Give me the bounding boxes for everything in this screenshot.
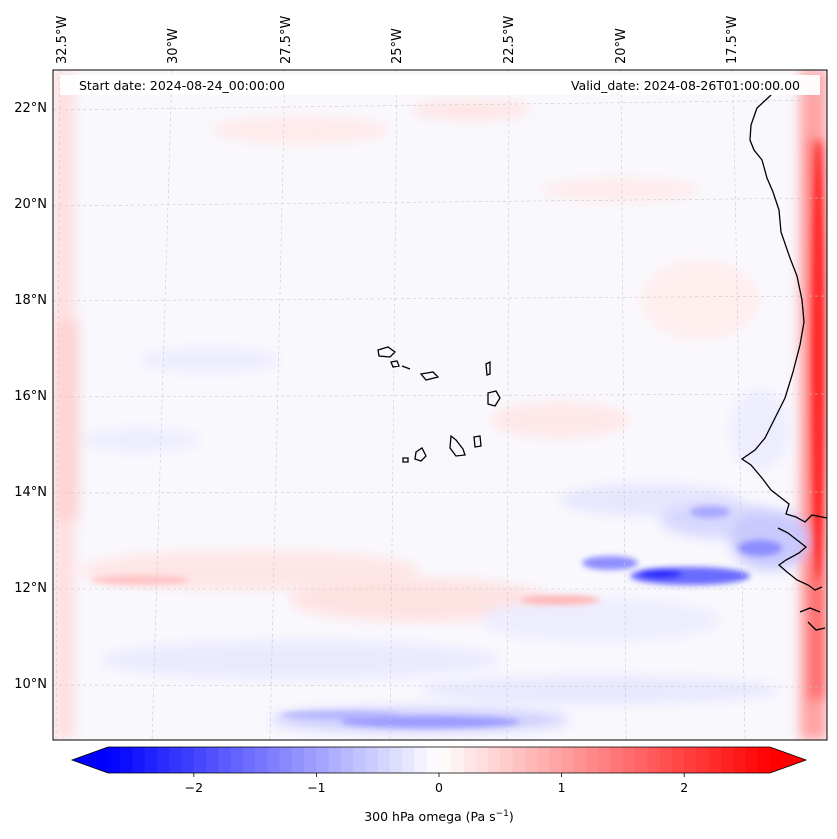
latitude-labels: 22°N 20°N 18°N 16°N 14°N 12°N 10°N <box>14 101 47 692</box>
lon-label: 30°W <box>166 28 181 64</box>
lon-label: 22.5°W <box>502 16 517 64</box>
colorbar-segment <box>255 747 268 773</box>
colorbar-segment <box>414 747 428 773</box>
lat-label: 14°N <box>14 485 47 500</box>
colorbar-segment <box>561 747 575 773</box>
colorbar-segment <box>500 747 514 773</box>
colorbar-segment <box>598 747 612 773</box>
colorbar-segment <box>671 747 685 773</box>
gridlines <box>53 70 827 740</box>
colorbar-segment <box>402 747 416 773</box>
colorbar-extend-min <box>72 747 108 773</box>
colorbar-segment <box>635 747 649 773</box>
colorbar-segment <box>132 747 146 773</box>
valid-date-label: Valid_date: 2024-08-26T01:00:00.00 <box>571 78 800 93</box>
colorbar-segment <box>365 747 379 773</box>
lat-label: 16°N <box>14 389 47 404</box>
colorbar-segment <box>451 747 465 773</box>
colorbar-segment <box>169 747 183 773</box>
lon-label: 25°W <box>390 28 405 64</box>
colorbar-ticks: −2 −1 0 1 2 <box>185 773 688 795</box>
colorbar-segment <box>463 747 477 773</box>
colorbar-segment <box>242 747 256 773</box>
longitude-labels: 32.5°W 30°W 27.5°W 25°W 22.5°W 20°W 17.5… <box>55 16 740 64</box>
lat-label: 20°N <box>14 197 47 212</box>
colorbar-tick-label: 0 <box>435 780 443 795</box>
colorbar-segment <box>267 747 281 773</box>
colorbar: −2 −1 0 1 2 300 hPa omega (Pa s−1) <box>70 746 808 824</box>
colorbar-label: 300 hPa omega (Pa s−1) <box>364 809 514 824</box>
lon-label: 27.5°W <box>279 16 294 64</box>
lat-label: 22°N <box>14 101 47 116</box>
colorbar-segment <box>206 747 219 773</box>
colorbar-segment <box>488 747 501 773</box>
colorbar-segment <box>647 747 661 773</box>
start-date-label: Start date: 2024-08-24_00:00:00 <box>79 78 285 93</box>
colorbar-extend-max <box>770 747 806 773</box>
colorbar-segment <box>157 747 170 773</box>
colorbar-segment <box>353 747 367 773</box>
lat-label: 10°N <box>14 677 47 692</box>
colorbar-segment <box>610 747 624 773</box>
colorbar-segment <box>475 747 489 773</box>
colorbar-segment <box>439 747 452 773</box>
colorbar-segment <box>328 747 342 773</box>
lat-label: 12°N <box>14 581 47 596</box>
colorbar-outline <box>70 746 808 774</box>
colorbar-segment <box>291 747 305 773</box>
lon-label: 17.5°W <box>725 16 740 64</box>
colorbar-segment <box>230 747 244 773</box>
colorbar-segment <box>622 747 636 773</box>
colorbar-segment <box>279 747 293 773</box>
colorbar-segment <box>549 747 563 773</box>
colorbar-segment <box>377 747 391 773</box>
colorbar-tick-label: −2 <box>185 780 203 795</box>
colorbar-segment <box>316 747 330 773</box>
colorbar-segment <box>144 747 158 773</box>
coastlines <box>377 83 827 631</box>
colorbar-segment <box>757 747 771 773</box>
colorbar-segment <box>426 747 440 773</box>
colorbar-segment <box>193 747 207 773</box>
colorbar-segment <box>218 747 232 773</box>
omega-field <box>53 70 827 740</box>
map-frame <box>52 69 828 741</box>
colorbar-segment <box>512 747 526 773</box>
colorbar-segment <box>537 747 550 773</box>
lon-label: 32.5°W <box>55 16 70 64</box>
colorbar-segment <box>304 747 318 773</box>
colorbar-segment <box>745 747 759 773</box>
colorbar-segment <box>120 747 134 773</box>
colorbar-tick-label: −1 <box>307 780 325 795</box>
map-panel: Start date: 2024-08-24_00:00:00 Valid_da… <box>52 69 828 741</box>
colorbar-segment <box>108 747 121 773</box>
colorbar-tick-label: 2 <box>680 780 688 795</box>
colorbar-segment <box>181 747 195 773</box>
colorbar-segment <box>696 747 710 773</box>
colorbar-segment <box>684 747 698 773</box>
colorbar-segment <box>340 747 354 773</box>
colorbar-segment <box>586 747 599 773</box>
colorbar-segment <box>733 747 747 773</box>
colorbar-segment <box>720 747 734 773</box>
lat-label: 18°N <box>14 293 47 308</box>
colorbar-segment <box>524 747 538 773</box>
cape-verde-islands <box>377 346 501 463</box>
colorbar-segment <box>659 747 673 773</box>
colorbar-segment <box>708 747 722 773</box>
colorbar-segments <box>72 747 806 773</box>
africa-coastline <box>740 83 827 631</box>
lon-label: 20°W <box>614 28 629 64</box>
colorbar-tick-label: 1 <box>558 780 566 795</box>
colorbar-segment <box>389 747 403 773</box>
colorbar-segment <box>573 747 587 773</box>
